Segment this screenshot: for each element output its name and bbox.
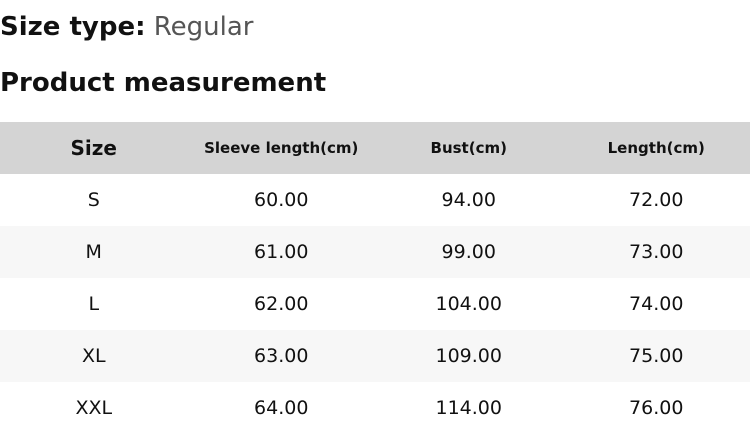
table-header-row: Size Sleeve length(cm) Bust(cm) Length(c… [0,122,750,174]
header-bust: Bust(cm) [430,139,507,157]
table-row: M 61.00 99.00 73.00 [0,226,750,278]
header-length: Length(cm) [607,139,705,157]
cell-sleeve-length: 64.00 [254,397,309,419]
header-size: Size [70,136,117,160]
cell-sleeve-length: 62.00 [254,293,309,315]
cell-size: XXL [75,397,113,419]
cell-length: 73.00 [629,241,684,263]
cell-length: 74.00 [629,293,684,315]
size-type-label: Size type: [0,12,146,42]
cell-size: M [85,241,102,263]
cell-size: L [88,293,100,315]
cell-bust: 94.00 [441,189,496,211]
cell-length: 75.00 [629,345,684,367]
size-type: Size type: Regular [0,10,253,44]
table-row: L 62.00 104.00 74.00 [0,278,750,330]
cell-length: 76.00 [629,397,684,419]
cell-bust: 99.00 [441,241,496,263]
measurement-table: Size Sleeve length(cm) Bust(cm) Length(c… [0,122,750,434]
cell-length: 72.00 [629,189,684,211]
table-row: XL 63.00 109.00 75.00 [0,330,750,382]
table-row: XXL 64.00 114.00 76.00 [0,382,750,434]
size-type-value: Regular [153,12,254,42]
table-row: S 60.00 94.00 72.00 [0,174,750,226]
cell-bust: 114.00 [435,397,502,419]
cell-size: S [87,189,100,211]
cell-size: XL [81,345,106,367]
cell-sleeve-length: 60.00 [254,189,309,211]
header-sleeve-length: Sleeve length(cm) [204,139,359,157]
cell-sleeve-length: 61.00 [254,241,309,263]
section-title: Product measurement [0,68,327,98]
cell-sleeve-length: 63.00 [254,345,309,367]
cell-bust: 109.00 [435,345,502,367]
cell-bust: 104.00 [435,293,502,315]
